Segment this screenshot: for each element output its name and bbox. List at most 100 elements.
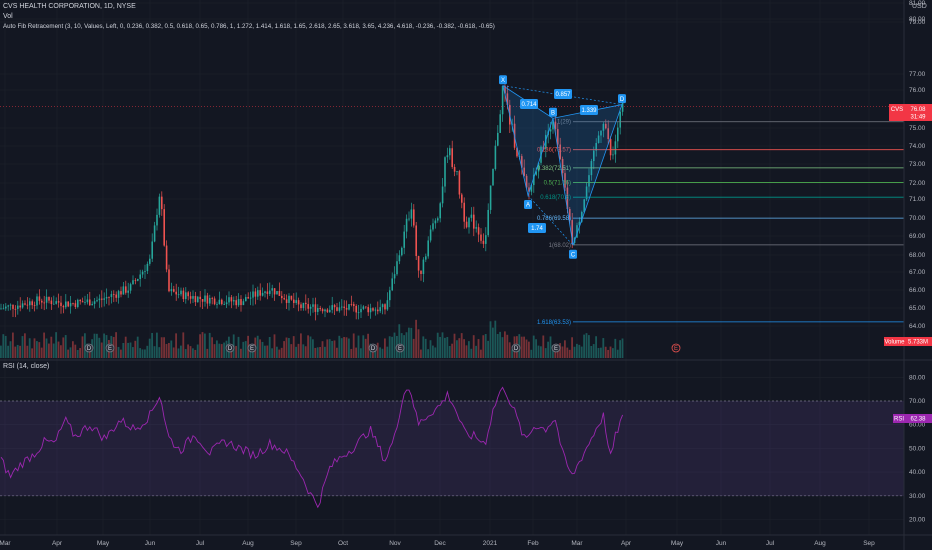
candle-body [266,291,269,294]
event-marker-label: E [398,346,402,352]
volume-bar [446,336,449,358]
price-tick: 70.00 [909,215,926,222]
time-axis[interactable]: Mar Apr May Jun Jul Aug Sep Oct Nov Dec 2021 Feb Mar… [0,540,875,547]
fib-retracement[interactable]: 1(29) 0.236(73.57) 0.382(72.51) 0.5(71.66) 0… [537,120,904,326]
pattern-point-label: B [551,110,555,116]
candle-body [482,240,485,244]
rsi-tick: 80.00 [909,374,926,381]
event-marker [84,343,94,353]
volume-bar [302,344,305,358]
candle-body [345,307,348,310]
volume-bar [57,341,60,358]
volume-bar [55,332,57,358]
candle-body [456,171,458,172]
candle-body [151,241,153,259]
candle-body [211,297,213,299]
candle-body [177,294,180,296]
candle-body [125,286,127,293]
volume-bar [544,348,547,358]
volume-bar [427,349,429,358]
volume-bar [578,344,581,358]
candle-body [545,134,547,150]
volume-bar [69,347,72,358]
candle-body [413,209,415,226]
volume-bar [432,345,434,358]
volume-bar [271,348,273,358]
candle-body [257,290,259,297]
time-tick: Mar [0,540,11,547]
candle-body [437,218,439,221]
candle-body [300,304,302,309]
rsi-tick: 60.00 [909,422,926,429]
volume-label-text: Volume [884,340,905,346]
volume-bar [547,341,549,358]
candle-body [319,307,321,310]
candle-body [480,234,482,241]
volume-bar [388,336,391,358]
candle-body [523,167,525,176]
volume-bar [285,337,288,358]
volume-bar [264,345,266,358]
volume-bar [33,338,36,358]
pattern-point-badge [618,94,626,104]
volume-bar [115,332,117,358]
volume-bar [237,336,240,358]
candle-body [389,290,391,301]
volume-bar [139,348,141,358]
volume-indicator-label[interactable]: Vol [3,13,13,20]
candle-body [170,289,173,292]
candle-body [132,280,134,285]
candle-body [288,295,290,303]
rsi-indicator-label[interactable]: RSI (14, close) [3,363,50,370]
harmonic-pattern[interactable]: X A B C D 0.714 0.857 1.339 1.74 [499,75,626,259]
candle-body [501,85,504,115]
cvs-symbol-text: CVS [891,107,903,113]
candle-body [341,306,343,308]
candle-body [571,220,573,243]
volume-bar [576,343,578,358]
rsi-label-badge [893,414,905,423]
candle-body [86,299,89,303]
volume-bar [604,346,607,358]
event-marker [105,343,115,353]
volume-bar [424,338,427,358]
symbol-title[interactable]: CVS HEALTH CORPORATION, 1D, NYSE [3,3,136,10]
candle-body [329,309,331,313]
cvs-symbol-badge [889,104,905,121]
volume-bar [256,335,259,358]
candlesticks[interactable] [0,84,904,321]
volume-bar [45,338,48,358]
candle-body [564,173,566,188]
candle-body [391,278,393,291]
volume-bar [72,341,74,358]
candle-body [434,220,437,224]
pattern-ratio-badge [554,89,572,99]
volume-bar [422,336,425,358]
rsi-axis[interactable]: 80.00 70.00 60.00 50.00 40.00 30.00 20.00 [909,374,926,523]
candle-body [533,174,535,186]
volume-bar [475,345,477,358]
volume-bar [338,335,341,358]
pattern-ratio-badge [580,105,598,115]
volume-bar [352,333,355,358]
time-tick: Nov [389,540,401,547]
volume-bar [482,335,485,358]
volume-bar [540,346,542,358]
candle-body [79,299,81,302]
candle-body [146,263,149,272]
volume-bar [367,333,369,358]
volume-bar [374,349,377,358]
volume-bar [48,343,50,358]
candle-body [528,187,530,192]
volume-bar [408,327,410,358]
volume-bar [151,332,153,358]
time-tick: Sep [290,540,302,547]
price-tick: 75.00 [909,125,926,132]
fib-indicator-label[interactable]: Auto Fib Retracement (3, 10, Values, Lef… [3,23,495,30]
candle-body [324,309,326,312]
candle-body [77,299,79,308]
volume-bar [619,340,621,358]
